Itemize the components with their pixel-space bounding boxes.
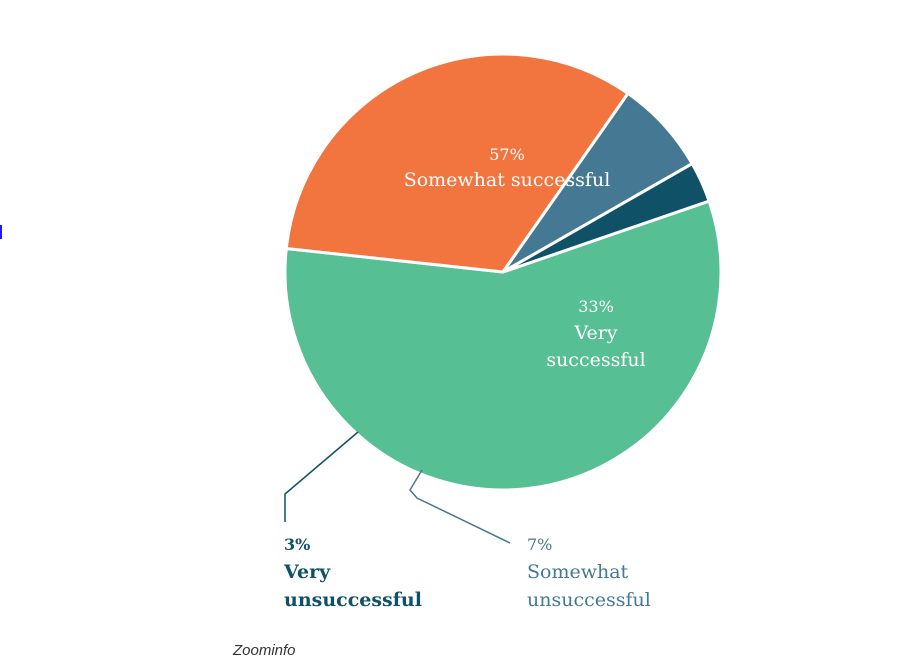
slice-label-somewhat-unsuccessful-line-2: unsuccessful bbox=[527, 589, 651, 611]
slice-label-very-successful-line-1: Very bbox=[573, 322, 617, 344]
pie-slice-somewhat-successful bbox=[283, 199, 723, 492]
pie-slice-very-unsuccessful bbox=[501, 162, 711, 274]
source-label: Zoominfo bbox=[233, 642, 296, 659]
leader-line-somewhat-unsuccessful bbox=[409, 469, 511, 544]
slice-label-very-unsuccessful-line-2: unsuccessful bbox=[284, 589, 422, 611]
slice-label-somewhat-unsuccessful-line-1: Somewhat bbox=[527, 561, 629, 583]
value-label-very-successful: 33% bbox=[578, 297, 614, 316]
leader-line-very-unsuccessful bbox=[284, 431, 359, 522]
pie-chart: 57% Somewhat successful 33% Very successful 7… bbox=[283, 52, 723, 611]
slice-label-somewhat-successful-line-1: Somewhat successful bbox=[404, 169, 611, 191]
value-label-somewhat-unsuccessful: 7% bbox=[527, 535, 552, 554]
slice-label-very-unsuccessful-line-1: Very bbox=[283, 561, 331, 583]
slice-label-very-successful-line-2: successful bbox=[546, 349, 645, 371]
left-edge-mark bbox=[0, 225, 2, 239]
pie-slice-very-successful bbox=[284, 52, 630, 274]
value-label-very-unsuccessful: 3% bbox=[284, 535, 310, 554]
value-label-somewhat-successful: 57% bbox=[489, 145, 525, 164]
